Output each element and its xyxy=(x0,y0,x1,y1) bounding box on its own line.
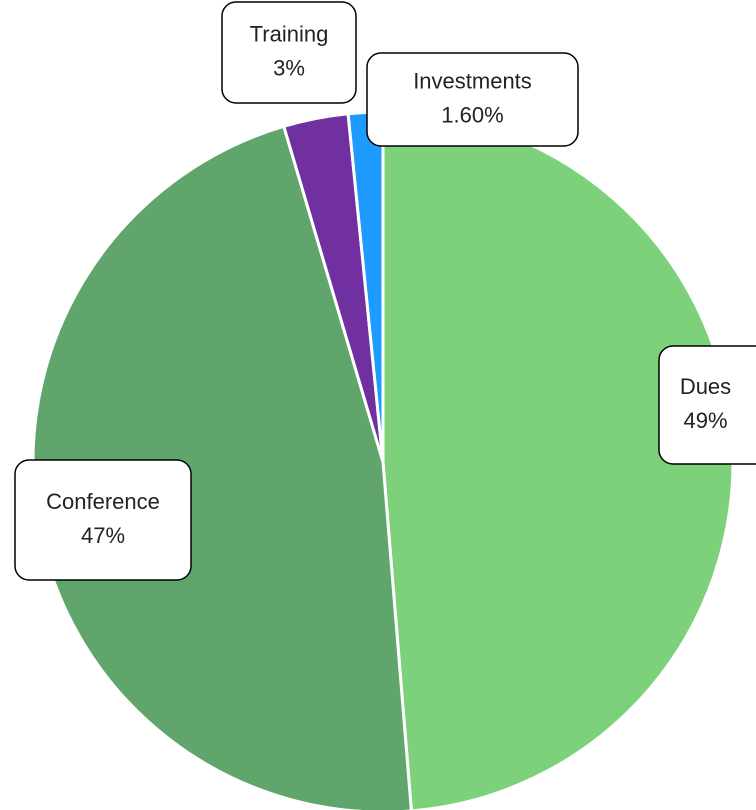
slice-label: Conference xyxy=(46,489,160,514)
slice-value-label: 1.60% xyxy=(441,102,503,127)
slice-label: Investments xyxy=(413,68,532,93)
slice-value-label: 3% xyxy=(273,55,305,80)
slice-value-label: 49% xyxy=(683,408,727,433)
label-box xyxy=(366,52,579,147)
label-box xyxy=(658,345,756,465)
slice-value-label: 47% xyxy=(81,523,125,548)
label-box xyxy=(14,459,192,581)
label-box xyxy=(221,1,357,104)
slice-label: Dues xyxy=(680,374,731,399)
slice-label: Training xyxy=(250,21,329,46)
